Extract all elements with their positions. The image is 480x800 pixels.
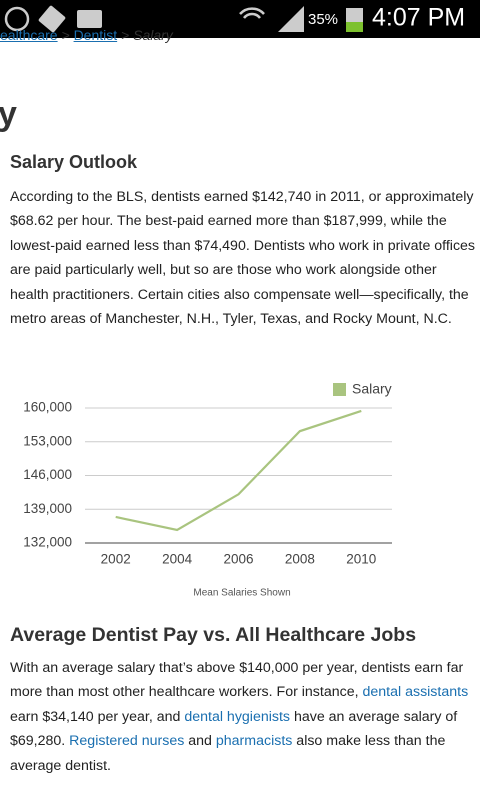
link[interactable]: Registered nurses xyxy=(69,733,185,750)
line-series xyxy=(115,409,362,532)
signal-icon xyxy=(278,6,304,32)
text-run: have an average salary of $69,280. xyxy=(10,708,458,750)
paragraph: With an average salary that’s above $140… xyxy=(10,656,476,778)
link[interactable]: dental assistants xyxy=(362,684,469,701)
battery-text: 35% xyxy=(308,11,338,28)
text-run: With an average salary that’s above $140… xyxy=(10,660,464,701)
crumb-sep: > xyxy=(61,27,70,43)
chart: 132,000 139,000 146,000 153,000 160,000 2002 2… xyxy=(23,381,392,599)
link[interactable]: pharmacists xyxy=(215,733,293,750)
paragraph: According to the BLS, dentists earned $1… xyxy=(10,185,476,331)
crumb-sep: > xyxy=(121,27,130,43)
y-tick-label: 139,000 xyxy=(23,501,72,516)
y-tick-label: 146,000 xyxy=(23,467,72,482)
crumb-link[interactable]: Dentist xyxy=(73,27,118,43)
tag-icon xyxy=(38,5,66,33)
y-tick-label: 160,000 xyxy=(23,400,72,415)
x-tick-label: 2008 xyxy=(285,552,315,567)
x-tick-label: 2004 xyxy=(162,552,193,567)
legend-label: Salary xyxy=(352,381,392,397)
breadcrumb: ealthcare > Dentist > Salary xyxy=(0,27,173,43)
text-run: According to the BLS, dentists earned $1… xyxy=(10,189,476,328)
link[interactable]: dental hygienists xyxy=(184,708,291,725)
voicemail-icon xyxy=(77,10,102,28)
text-run: also make less than the average dentist. xyxy=(10,733,446,774)
section-heading: Salary Outlook xyxy=(10,152,138,172)
x-tick-label: 2010 xyxy=(346,552,376,567)
y-tick-label: 132,000 xyxy=(23,535,72,550)
legend-swatch xyxy=(333,383,346,396)
clock: 4:07 PM xyxy=(372,4,465,32)
page-title: y xyxy=(0,95,17,133)
status-icons: 35% 4:07 PM xyxy=(4,4,465,33)
x-tick-label: 2006 xyxy=(223,552,253,567)
text-run: and xyxy=(184,733,216,750)
text-run: earn $34,140 per year, and xyxy=(10,708,185,725)
battery-level xyxy=(346,22,363,32)
chart-caption: Mean Salaries Shown xyxy=(193,588,290,599)
section-heading: Average Dentist Pay vs. All Healthcare J… xyxy=(10,624,417,646)
status-bar: 35% 4:07 PM xyxy=(0,0,480,38)
crumb-link[interactable]: ealthcare xyxy=(0,27,58,43)
crumb-current: Salary xyxy=(133,27,173,43)
y-tick-label: 153,000 xyxy=(23,433,72,448)
whatsapp-icon xyxy=(4,6,30,32)
wifi-icon xyxy=(239,7,265,19)
x-tick-label: 2002 xyxy=(101,552,131,567)
